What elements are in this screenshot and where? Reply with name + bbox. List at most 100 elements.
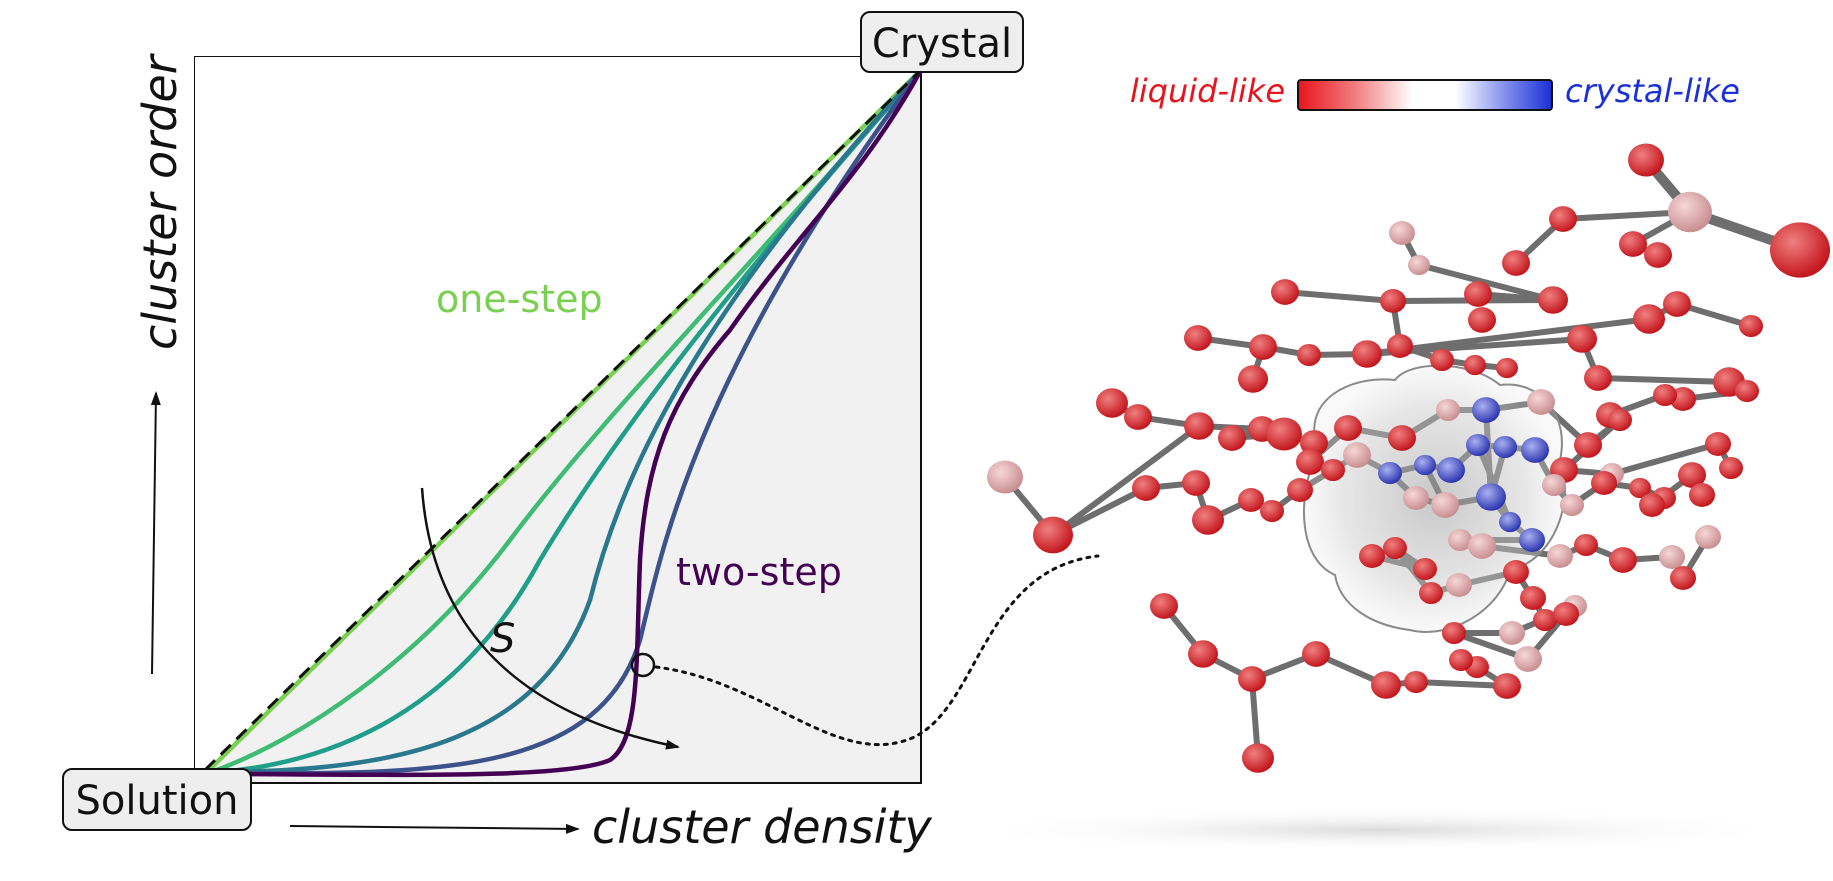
atom — [1188, 640, 1218, 668]
atom — [1633, 304, 1665, 334]
atom — [1242, 743, 1274, 773]
pathway-curve — [211, 67, 924, 774]
atom — [1560, 493, 1584, 517]
atom — [1619, 231, 1647, 257]
atom — [1378, 461, 1402, 485]
atom — [1404, 670, 1428, 694]
atom — [1670, 566, 1696, 590]
pathway-curve — [223, 67, 924, 775]
atom — [1192, 505, 1224, 535]
atom — [1502, 250, 1530, 276]
bond — [1282, 289, 1396, 304]
atom — [1271, 279, 1299, 305]
atom — [1644, 242, 1672, 268]
atom — [1096, 388, 1128, 418]
colorbar-gradient — [1297, 79, 1553, 111]
floor-shadow — [960, 808, 1800, 852]
x-axis-label: cluster density — [592, 800, 932, 854]
atom — [1689, 483, 1715, 507]
atom — [1371, 671, 1401, 699]
bond — [1413, 679, 1510, 689]
atom — [1449, 648, 1473, 672]
atom — [1468, 307, 1496, 333]
pathway-curves — [205, 67, 924, 778]
cluster-atoms — [987, 143, 1830, 773]
atom — [1182, 470, 1210, 496]
atom — [1334, 415, 1362, 441]
atom — [1448, 528, 1472, 552]
atom — [1302, 641, 1330, 667]
solution-state-box: Solution — [62, 768, 252, 831]
atom — [1499, 621, 1525, 645]
atom — [1538, 286, 1568, 314]
atom — [1184, 325, 1212, 351]
atom — [987, 460, 1023, 494]
atom — [1628, 143, 1664, 177]
atom — [1695, 525, 1721, 549]
atom — [1608, 408, 1632, 432]
atom — [1343, 442, 1371, 468]
atom — [1442, 621, 1466, 645]
atom — [1547, 544, 1573, 568]
atom — [1124, 404, 1152, 430]
parameter-arrow — [420, 487, 680, 750]
atom — [1389, 221, 1415, 245]
pathway-curve — [205, 67, 924, 774]
atom — [1383, 536, 1407, 560]
atom — [1739, 314, 1763, 338]
bond — [1416, 262, 1556, 303]
two-step-label: two-step — [676, 550, 842, 594]
pathway-curve — [229, 67, 924, 776]
atom — [1493, 435, 1517, 459]
atom — [1705, 432, 1731, 456]
colorbar-high-label: crystal-like — [1565, 72, 1740, 110]
atom — [1542, 473, 1566, 497]
atom — [1436, 398, 1460, 422]
atom — [1260, 499, 1284, 523]
atom — [1430, 348, 1454, 372]
atom — [1437, 457, 1465, 483]
atom — [1414, 454, 1436, 476]
colorbar-low-label: liquid-like — [1130, 72, 1285, 110]
bond — [1609, 441, 1721, 477]
one-step-label: one-step — [436, 277, 603, 321]
atom — [1591, 471, 1617, 495]
atom — [1431, 492, 1459, 518]
atom — [1296, 449, 1324, 475]
atom — [1519, 528, 1545, 552]
atom — [1719, 456, 1743, 480]
atom — [1493, 673, 1521, 699]
atom — [1150, 593, 1178, 619]
atom — [1574, 533, 1598, 557]
snapshot-connector — [654, 554, 1100, 747]
colorbar: liquid-like crystal-like — [1130, 72, 1740, 111]
crystal-state-label: Crystal — [872, 21, 1012, 67]
atom — [1380, 289, 1406, 313]
atom — [1468, 533, 1496, 559]
atom — [1653, 383, 1677, 407]
atom — [1472, 397, 1500, 423]
x-axis-arrow — [289, 823, 580, 834]
atom — [1668, 191, 1712, 233]
atom — [1521, 437, 1549, 463]
snapshot-marker — [630, 652, 656, 678]
atom — [1387, 334, 1413, 358]
pathway-curve — [235, 67, 924, 778]
atom — [1238, 666, 1266, 692]
atom — [1403, 486, 1429, 510]
atom — [1549, 206, 1577, 232]
atom — [1033, 516, 1073, 554]
y-axis-label: cluster order — [133, 52, 187, 350]
atom — [1629, 477, 1651, 499]
atom — [1419, 581, 1443, 605]
diagonal-reference-line — [203, 68, 923, 772]
bond — [1050, 423, 1202, 538]
atom — [1476, 483, 1506, 511]
atom — [1464, 281, 1492, 307]
atom — [1553, 602, 1579, 626]
atom — [1249, 334, 1277, 360]
atom — [1574, 432, 1602, 458]
atom — [1663, 291, 1691, 317]
atom — [1352, 340, 1382, 368]
atom — [1503, 560, 1529, 584]
